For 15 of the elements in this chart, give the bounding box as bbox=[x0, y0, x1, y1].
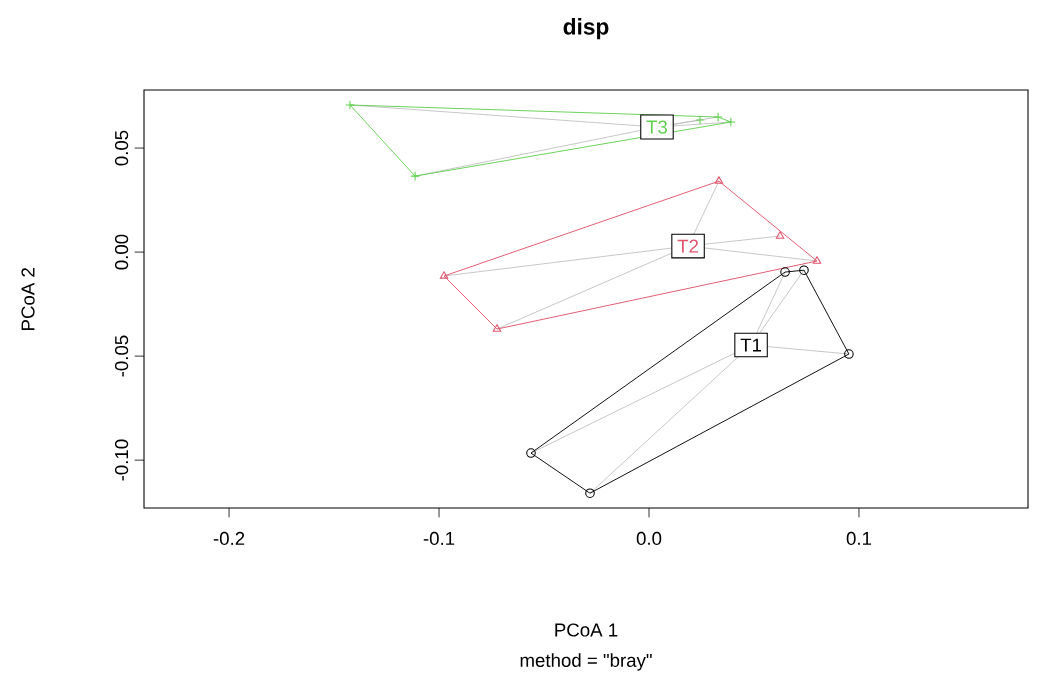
x-tick-label: -0.1 bbox=[423, 531, 455, 546]
x-tick-label: 0.0 bbox=[636, 531, 662, 546]
annotation: T1 bbox=[740, 338, 762, 352]
annotation: T3 bbox=[646, 120, 668, 134]
y-tick-label: -0.10 bbox=[114, 439, 129, 481]
y-tick-label: -0.05 bbox=[114, 335, 129, 377]
y-tick-label: 0.05 bbox=[114, 130, 129, 166]
chart-title: disp bbox=[563, 18, 609, 40]
x-tick-label: 0.1 bbox=[846, 531, 872, 546]
y-axis-title: PCoA 2 bbox=[21, 268, 35, 330]
x-axis-title: PCoA 1 bbox=[555, 623, 618, 637]
y-tick-label: 0.00 bbox=[114, 234, 129, 270]
text: method = "bray" bbox=[520, 653, 652, 671]
x-tick-label: -0.2 bbox=[213, 531, 245, 546]
annotation: T2 bbox=[677, 239, 699, 253]
